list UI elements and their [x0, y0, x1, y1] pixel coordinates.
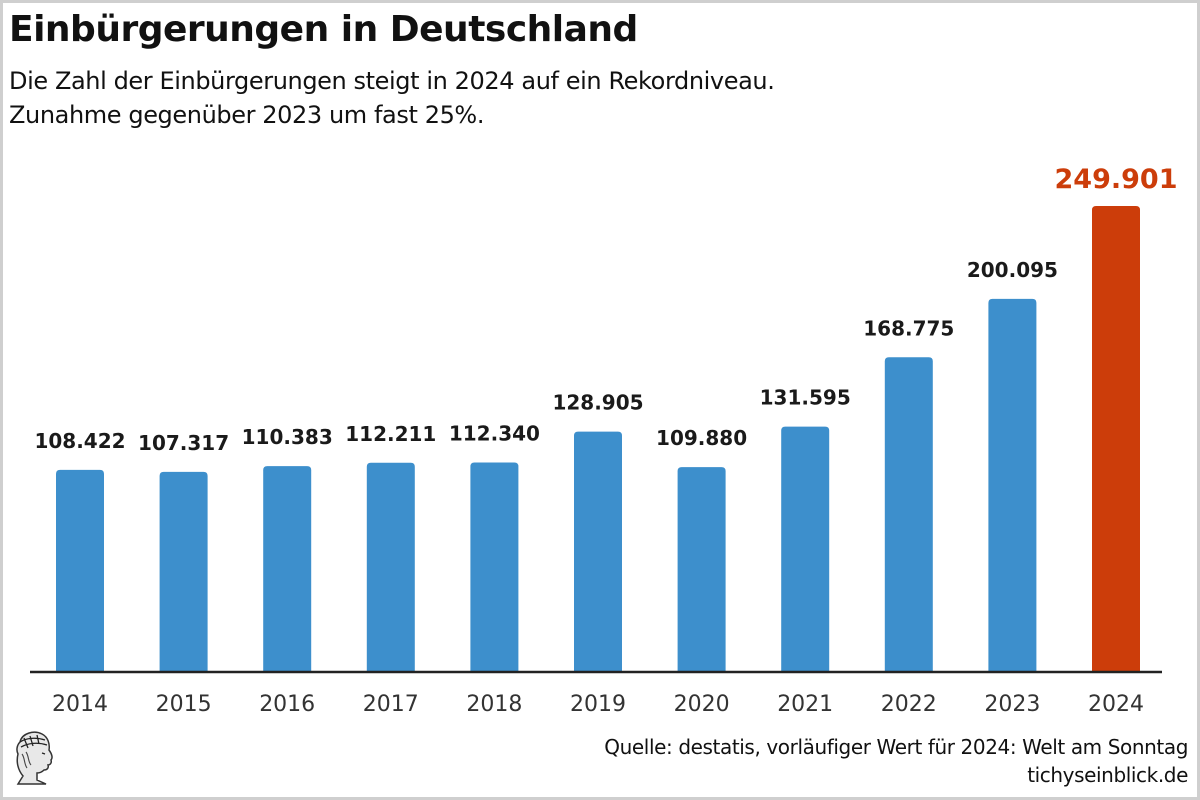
x-tick-label-2024: 2024 — [1088, 692, 1144, 717]
value-label-2016: 110.383 — [242, 425, 333, 449]
value-labels-group: 108.422 107.317 110.383 112.211 112.340 128.9… — [34, 164, 1177, 455]
source-note: Quelle: destatis, vorläufiger Wert für 2… — [604, 733, 1188, 789]
x-tick-label-2022: 2022 — [881, 692, 937, 717]
bar-2016 — [263, 466, 312, 672]
x-tick-label-2020: 2020 — [674, 692, 730, 717]
classical-head-logo-icon — [12, 728, 58, 786]
x-tick-label-2021: 2021 — [777, 692, 833, 717]
value-label-2014: 108.422 — [34, 429, 125, 453]
bar-2019 — [574, 431, 622, 672]
bars-group — [56, 206, 1140, 672]
bar-2023 — [988, 298, 1037, 672]
value-label-2022: 168.775 — [863, 316, 954, 340]
x-tick-label-2015: 2015 — [156, 692, 212, 717]
chart-subtitle: Die Zahl der Einbürgerungen steigt in 20… — [9, 64, 775, 132]
value-label-2020: 109.880 — [656, 426, 747, 450]
value-label-2017: 112.211 — [345, 422, 436, 446]
x-tick-labels-group: 2014 2015 2016 2017 2018 2019 2020 2021 2022 2023… — [52, 692, 1144, 717]
value-label-2019: 128.905 — [552, 391, 643, 415]
x-tick-label-2017: 2017 — [363, 692, 419, 717]
value-label-2023: 200.095 — [967, 258, 1058, 282]
x-tick-label-2019: 2019 — [570, 692, 626, 717]
value-label-2015: 107.317 — [138, 431, 229, 455]
subtitle-line-2: Zunahme gegenüber 2023 um fast 25%. — [9, 101, 485, 129]
x-tick-label-2018: 2018 — [466, 692, 522, 717]
bar-2015 — [159, 471, 208, 672]
subtitle-line-1: Die Zahl der Einbürgerungen steigt in 20… — [9, 67, 775, 95]
bar-2021 — [781, 426, 830, 672]
bar-2014 — [56, 469, 104, 672]
bar-2018 — [470, 462, 519, 672]
site-link[interactable]: tichyseinblick.de — [1027, 763, 1188, 787]
x-tick-label-2016: 2016 — [259, 692, 315, 717]
x-tick-label-2023: 2023 — [984, 692, 1040, 717]
bar-2024 — [1092, 206, 1140, 672]
source-text: Quelle: destatis, vorläufiger Wert für 2… — [604, 735, 1188, 759]
bar-2017 — [366, 462, 415, 672]
x-tick-label-2014: 2014 — [52, 692, 108, 717]
bar-2020 — [677, 467, 726, 672]
value-label-2021: 131.595 — [760, 386, 851, 410]
chart-title: Einbürgerungen in Deutschland — [9, 9, 638, 50]
value-label-2018: 112.340 — [449, 422, 540, 446]
bar-2022 — [884, 357, 933, 672]
value-label-2024: 249.901 — [1055, 164, 1178, 195]
